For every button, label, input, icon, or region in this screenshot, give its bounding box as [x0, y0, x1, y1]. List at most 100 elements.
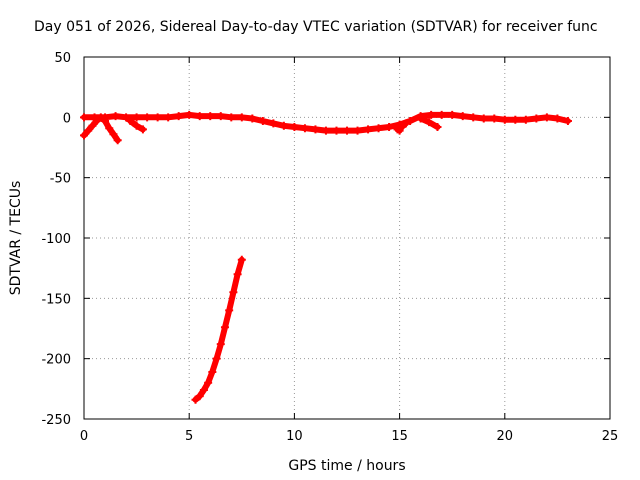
- series-negative-excursion: [191, 255, 246, 404]
- series-band: [192, 256, 245, 403]
- data-point: [397, 122, 406, 131]
- data-point: [105, 124, 114, 133]
- data-point: [122, 113, 131, 122]
- x-tick-label: 5: [185, 429, 193, 444]
- data-point: [208, 367, 217, 376]
- x-tick-label: 0: [80, 429, 88, 444]
- data-point: [126, 116, 135, 125]
- data-point: [101, 116, 110, 125]
- data-point: [191, 395, 200, 404]
- data-point: [269, 119, 278, 128]
- data-point: [138, 125, 147, 134]
- series-spike-2h: [126, 116, 147, 134]
- data-point: [216, 340, 225, 349]
- x-tick-label: 10: [286, 429, 303, 444]
- data-point: [237, 113, 246, 122]
- data-point: [206, 112, 215, 121]
- data-point: [132, 121, 141, 130]
- data-point: [279, 121, 288, 130]
- data-point: [469, 113, 478, 122]
- data-point: [258, 116, 267, 125]
- y-tick-label: -50: [50, 172, 71, 187]
- data-point: [80, 113, 88, 122]
- data-point: [542, 113, 551, 122]
- series-spike-16h: [416, 114, 442, 131]
- data-point: [174, 112, 183, 121]
- data-point: [553, 114, 562, 123]
- data-point: [563, 116, 572, 125]
- data-point: [113, 136, 122, 145]
- series-early-spikes: [80, 113, 122, 145]
- data-point: [199, 386, 208, 395]
- y-tick-label: -250: [41, 413, 71, 428]
- data-point: [229, 288, 238, 297]
- data-point: [521, 115, 530, 124]
- data-point: [479, 114, 488, 123]
- axis-ticks: [83, 56, 611, 420]
- x-tick-label: 20: [497, 429, 514, 444]
- data-point: [490, 114, 499, 123]
- plot-frame: [83, 56, 611, 420]
- x-axis-label: GPS time / hours: [288, 458, 405, 474]
- data-point: [225, 306, 234, 315]
- data-point: [84, 126, 93, 135]
- data-point: [300, 124, 309, 133]
- data-point: [111, 112, 120, 121]
- data-point: [311, 125, 320, 134]
- series-main-trace: [80, 110, 572, 135]
- y-tick-label: 50: [54, 51, 71, 66]
- data-point: [212, 354, 221, 363]
- data-point: [153, 113, 162, 122]
- data-point: [321, 126, 330, 135]
- y-axis-label: SDTVAR / TECUs: [8, 181, 24, 296]
- data-point: [195, 392, 204, 401]
- data-point: [143, 113, 152, 122]
- series-spike-15h: [393, 119, 410, 135]
- data-point: [132, 113, 141, 122]
- data-point: [233, 270, 242, 279]
- y-tick-label: -150: [41, 292, 71, 307]
- data-point: [92, 116, 101, 125]
- data-point: [220, 323, 229, 332]
- data-point: [511, 115, 520, 124]
- data-point: [185, 110, 194, 119]
- data-point: [458, 112, 467, 121]
- x-tick-label: 25: [602, 429, 619, 444]
- data-points: [80, 110, 572, 404]
- data-point: [290, 122, 299, 131]
- data-point: [416, 114, 425, 123]
- data-point: [96, 113, 105, 122]
- data-point: [433, 122, 442, 131]
- chart-title: Day 051 of 2026, Sidereal Day-to-day VTE…: [34, 19, 598, 35]
- data-point: [164, 113, 173, 122]
- data-point: [448, 110, 457, 119]
- y-tick-label: -200: [41, 353, 71, 368]
- x-tick-label: 15: [391, 429, 408, 444]
- data-point: [237, 255, 246, 264]
- data-point: [401, 119, 410, 128]
- data-point: [195, 112, 204, 121]
- tick-labels: 0 5 10 15 20 25 -250 -200 -150 -100 -50 0 50: [41, 51, 618, 444]
- grid-lines: [84, 57, 610, 419]
- data-point: [227, 113, 236, 122]
- data-point: [216, 112, 225, 121]
- data-point: [500, 115, 509, 124]
- data-point: [532, 114, 541, 123]
- data-point: [88, 121, 97, 130]
- data-point: [364, 125, 373, 134]
- data-point: [374, 124, 383, 133]
- data-point: [332, 126, 341, 135]
- data-point: [427, 110, 436, 119]
- data-point: [248, 114, 257, 123]
- data-point: [385, 122, 394, 131]
- y-tick-label: 0: [63, 111, 71, 126]
- data-point: [343, 126, 351, 135]
- data-point: [80, 131, 88, 140]
- data-point: [353, 126, 362, 135]
- data-point: [425, 118, 434, 127]
- data-point: [437, 110, 446, 119]
- y-tick-label: -100: [41, 232, 71, 247]
- data-point: [109, 130, 118, 139]
- data-point: [204, 378, 213, 387]
